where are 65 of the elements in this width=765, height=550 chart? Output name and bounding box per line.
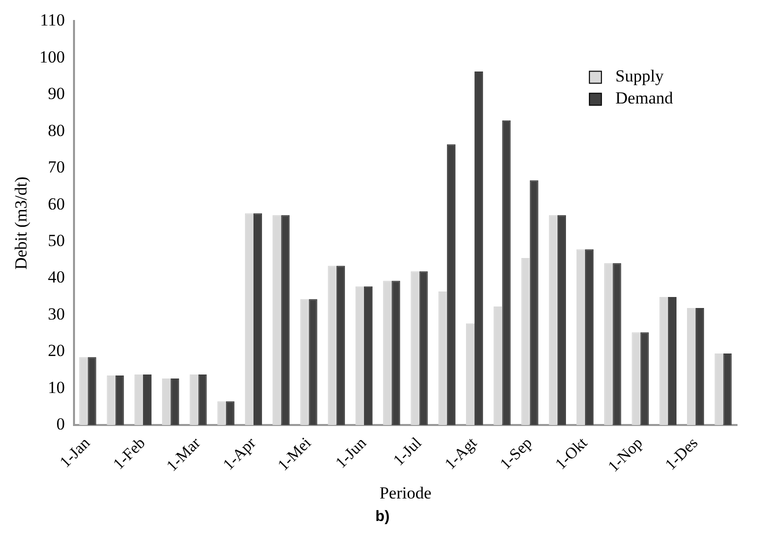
bar: [521, 258, 530, 426]
y-tick-label: 100: [39, 47, 65, 66]
y-tick-label: 90: [48, 84, 65, 104]
bar: [612, 263, 622, 426]
bar: [190, 374, 198, 426]
bar: [364, 286, 373, 426]
bar: [632, 332, 640, 426]
y-tick-label: 70: [48, 158, 65, 177]
legend-label: Supply: [615, 66, 664, 86]
bar: [79, 357, 88, 426]
bar: [162, 378, 171, 426]
y-tick-label: 110: [40, 10, 65, 30]
x-axis-title: Periode: [379, 483, 432, 502]
bar: [106, 376, 116, 426]
bar: [438, 291, 447, 426]
bar: [668, 296, 676, 426]
y-tick-label: 50: [48, 230, 65, 250]
bar: [686, 308, 696, 426]
bar: [410, 271, 420, 426]
bar: [217, 401, 226, 426]
y-tick-label: 60: [48, 194, 65, 214]
y-axis-title: Debit (m3/dt): [12, 176, 31, 270]
bar: [300, 299, 309, 426]
y-tick-label: 30: [48, 304, 65, 324]
bar: [198, 374, 207, 426]
bar: [336, 266, 345, 426]
bar: [134, 374, 143, 426]
bar: [244, 213, 254, 426]
bar: [474, 72, 484, 426]
bar: [383, 280, 392, 426]
bar: [714, 354, 724, 426]
bar: [696, 308, 704, 426]
y-tick-label: 80: [48, 120, 65, 140]
bar: [659, 296, 668, 426]
bar: [466, 323, 475, 426]
bar: [585, 249, 594, 426]
bar: [226, 401, 234, 426]
bar: [640, 332, 649, 426]
bar: [115, 376, 124, 426]
y-tick-label: 40: [48, 268, 65, 287]
y-tick-label: 0: [56, 414, 65, 434]
bar: [253, 213, 262, 426]
bar: [392, 280, 400, 426]
bar: [170, 378, 180, 426]
bar: [494, 306, 502, 426]
y-tick-label: 20: [48, 341, 65, 360]
bar: [557, 215, 566, 426]
bar: [604, 263, 613, 426]
bar: [419, 271, 428, 426]
text: b): [374, 508, 391, 525]
bar: [446, 144, 456, 426]
bar: [281, 215, 290, 426]
legend-label: Demand: [615, 88, 674, 108]
bar: [502, 120, 511, 426]
bar: [530, 180, 538, 426]
bar: [723, 354, 732, 426]
bar: [548, 215, 558, 426]
bar: [576, 249, 586, 426]
bar: [308, 299, 318, 426]
bar: [355, 286, 364, 426]
y-tick-label: 10: [48, 378, 65, 397]
bar: [88, 357, 96, 426]
bar: [272, 215, 282, 426]
bar: [328, 266, 336, 426]
bar: [142, 374, 152, 426]
